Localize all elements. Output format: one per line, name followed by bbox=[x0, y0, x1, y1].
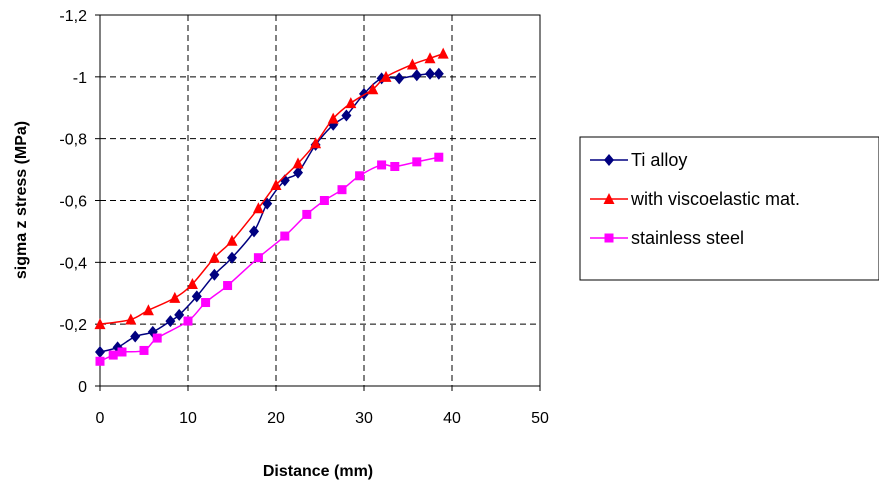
x-tick-label: 30 bbox=[355, 410, 373, 427]
data-point-with-viscoelastic-mat bbox=[125, 313, 137, 325]
data-point-ti-alloy bbox=[394, 72, 405, 85]
legend-label: stainless steel bbox=[631, 228, 744, 248]
data-point-ti-alloy bbox=[279, 174, 290, 187]
data-point-with-viscoelastic-mat bbox=[208, 251, 220, 263]
x-tick-label: 10 bbox=[179, 410, 197, 427]
x-axis-title: Distance (mm) bbox=[263, 463, 373, 480]
y-tick-label: -0,6 bbox=[59, 194, 87, 211]
legend-marker bbox=[604, 154, 614, 166]
legend-box bbox=[579, 136, 879, 281]
data-point-stainless-steel bbox=[337, 185, 347, 195]
data-point-with-viscoelastic-mat bbox=[424, 52, 436, 64]
data-point-ti-alloy bbox=[293, 166, 303, 179]
data-point-with-viscoelastic-mat bbox=[437, 47, 449, 59]
legend-label: Ti alloy bbox=[631, 150, 687, 170]
data-point-stainless-steel bbox=[377, 160, 387, 170]
data-point-stainless-steel bbox=[412, 157, 422, 167]
data-point-stainless-steel bbox=[95, 356, 105, 366]
data-point-with-viscoelastic-mat bbox=[226, 234, 238, 246]
data-point-with-viscoelastic-mat bbox=[270, 179, 282, 191]
series-with-viscoelastic-mat bbox=[94, 47, 449, 330]
data-point-stainless-steel bbox=[139, 345, 149, 355]
series-line-ti-alloy bbox=[99, 72, 439, 353]
data-point-ti-alloy bbox=[425, 67, 435, 80]
x-tick-label: 20 bbox=[267, 410, 285, 427]
data-point-stainless-steel bbox=[117, 347, 127, 357]
data-point-ti-alloy bbox=[174, 308, 185, 321]
data-point-with-viscoelastic-mat bbox=[186, 277, 198, 289]
data-point-stainless-steel bbox=[108, 350, 118, 360]
y-tick-label: -0,4 bbox=[59, 255, 87, 272]
legend-marker bbox=[604, 233, 614, 243]
data-point-stainless-steel bbox=[253, 253, 263, 263]
data-point-with-viscoelastic-mat bbox=[142, 304, 154, 316]
data-point-ti-alloy bbox=[191, 290, 202, 303]
data-point-with-viscoelastic-mat bbox=[345, 97, 357, 109]
y-tick-label: -1 bbox=[73, 70, 87, 87]
data-point-ti-alloy bbox=[341, 109, 352, 122]
legend-item-with-viscoelastic-mat: with viscoelastic mat. bbox=[590, 189, 800, 209]
data-point-stainless-steel bbox=[183, 316, 193, 326]
data-point-stainless-steel bbox=[390, 161, 400, 171]
data-point-with-viscoelastic-mat bbox=[292, 157, 304, 169]
data-point-with-viscoelastic-mat bbox=[367, 83, 379, 95]
data-point-stainless-steel bbox=[319, 196, 329, 205]
y-tick-label: -0,8 bbox=[59, 132, 87, 149]
data-point-ti-alloy bbox=[95, 345, 105, 358]
series-layer bbox=[94, 47, 449, 366]
data-point-ti-alloy bbox=[165, 315, 176, 328]
y-tick-label: 0 bbox=[78, 379, 87, 396]
data-point-stainless-steel bbox=[223, 281, 233, 291]
data-point-stainless-steel bbox=[302, 209, 312, 219]
data-point-stainless-steel bbox=[355, 171, 365, 181]
data-point-ti-alloy bbox=[411, 69, 422, 82]
data-point-with-viscoelastic-mat bbox=[406, 58, 418, 70]
y-axis-title: sigma z stress (MPa) bbox=[13, 121, 30, 279]
series-stainless-steel bbox=[95, 152, 444, 366]
x-axis-ticks: 0 10 20 30 40 50 bbox=[96, 386, 549, 427]
x-tick-label: 40 bbox=[443, 410, 461, 427]
legend-item-ti-alloy: Ti alloy bbox=[590, 150, 687, 170]
data-point-stainless-steel bbox=[152, 333, 162, 343]
data-point-with-viscoelastic-mat bbox=[252, 202, 264, 214]
data-point-with-viscoelastic-mat bbox=[327, 112, 339, 124]
data-point-with-viscoelastic-mat bbox=[169, 291, 181, 303]
x-tick-label: 50 bbox=[531, 410, 549, 427]
data-point-ti-alloy bbox=[209, 268, 220, 281]
y-tick-label: -0,2 bbox=[59, 317, 87, 334]
data-point-ti-alloy bbox=[227, 251, 237, 264]
legend-item-stainless-steel: stainless steel bbox=[590, 228, 744, 248]
data-point-ti-alloy bbox=[130, 330, 141, 343]
x-tick-label: 0 bbox=[96, 410, 105, 427]
data-point-stainless-steel bbox=[201, 298, 211, 308]
legend-label: with viscoelastic mat. bbox=[630, 189, 800, 209]
y-tick-label: -1,2 bbox=[59, 8, 87, 25]
data-point-ti-alloy bbox=[433, 67, 444, 80]
data-point-with-viscoelastic-mat bbox=[310, 137, 322, 149]
data-point-stainless-steel bbox=[280, 231, 290, 241]
data-point-with-viscoelastic-mat bbox=[380, 70, 392, 82]
legend: Ti alloy with viscoelastic mat. stainless … bbox=[579, 136, 879, 281]
legend-marker bbox=[603, 193, 615, 204]
data-point-with-viscoelastic-mat bbox=[94, 318, 106, 330]
data-point-ti-alloy bbox=[249, 225, 259, 238]
data-point-stainless-steel bbox=[434, 152, 444, 162]
y-axis-ticks: 0 -0,2 -0,4 -0,6 -0,8 -1 -1,2 bbox=[59, 8, 100, 396]
